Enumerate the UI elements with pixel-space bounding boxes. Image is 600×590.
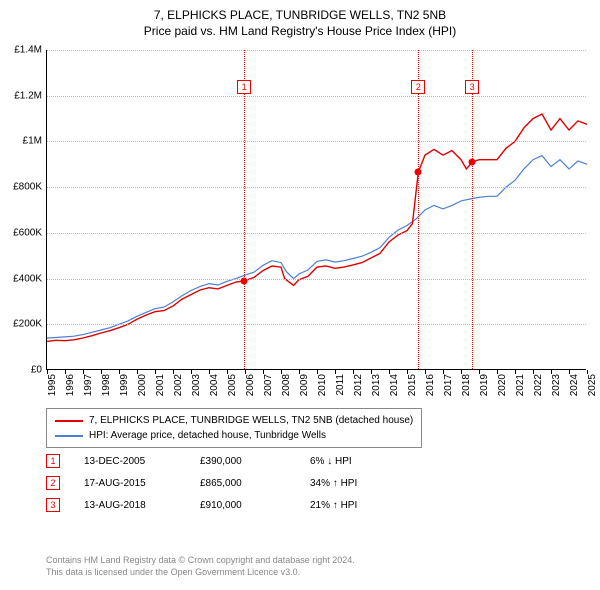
legend-row: 7, ELPHICKS PLACE, TUNBRIDGE WELLS, TN2 … [55, 413, 413, 428]
x-tick [407, 370, 408, 374]
x-tick [209, 370, 210, 374]
x-tick [83, 370, 84, 374]
x-tick [47, 370, 48, 374]
x-tick [569, 370, 570, 374]
series-line [47, 114, 587, 341]
marker-vline [418, 50, 419, 369]
footer-attribution: Contains HM Land Registry data © Crown c… [46, 554, 355, 578]
x-tick [191, 370, 192, 374]
legend-swatch [55, 435, 83, 437]
x-tick [515, 370, 516, 374]
grid-line [47, 141, 586, 142]
y-axis-label: £1M [4, 136, 42, 147]
x-tick [371, 370, 372, 374]
y-axis-label: £400K [4, 273, 42, 284]
x-tick [227, 370, 228, 374]
x-tick [353, 370, 354, 374]
x-tick [497, 370, 498, 374]
marker-dot [469, 159, 476, 166]
legend-box: 7, ELPHICKS PLACE, TUNBRIDGE WELLS, TN2 … [46, 408, 422, 448]
marker-dot [241, 277, 248, 284]
sale-date: 13-AUG-2018 [84, 500, 200, 511]
x-tick [137, 370, 138, 374]
y-axis-label: £800K [4, 182, 42, 193]
x-tick [65, 370, 66, 374]
x-tick [461, 370, 462, 374]
sale-delta: 34% ↑ HPI [310, 478, 410, 489]
marker-number-box: 1 [237, 80, 251, 94]
marker-number-box: 3 [465, 80, 479, 94]
title-block: 7, ELPHICKS PLACE, TUNBRIDGE WELLS, TN2 … [0, 0, 600, 39]
sale-marker-box: 3 [46, 498, 60, 512]
y-axis-label: £0 [4, 365, 42, 376]
x-tick [299, 370, 300, 374]
grid-line [47, 187, 586, 188]
x-tick [425, 370, 426, 374]
x-tick [443, 370, 444, 374]
x-tick [281, 370, 282, 374]
marker-number-box: 2 [411, 80, 425, 94]
series-line [47, 156, 587, 338]
grid-line [47, 96, 586, 97]
chart-plot-area: 1995199619971998199920002001200220032004… [46, 50, 586, 370]
sale-row: 1 13-DEC-2005 £390,000 6% ↓ HPI [46, 450, 410, 472]
sale-marker-box: 1 [46, 454, 60, 468]
x-tick [335, 370, 336, 374]
legend-label: HPI: Average price, detached house, Tunb… [89, 428, 326, 443]
legend-label: 7, ELPHICKS PLACE, TUNBRIDGE WELLS, TN2 … [89, 413, 413, 428]
x-tick [551, 370, 552, 374]
sale-row: 2 17-AUG-2015 £865,000 34% ↑ HPI [46, 472, 410, 494]
title-line-1: 7, ELPHICKS PLACE, TUNBRIDGE WELLS, TN2 … [0, 8, 600, 24]
sale-delta: 6% ↓ HPI [310, 456, 410, 467]
sale-date: 13-DEC-2005 [84, 456, 200, 467]
grid-line [47, 279, 586, 280]
y-axis-label: £200K [4, 319, 42, 330]
sale-delta: 21% ↑ HPI [310, 500, 410, 511]
grid-line [47, 233, 586, 234]
legend-swatch [55, 420, 83, 422]
x-tick [173, 370, 174, 374]
marker-vline [244, 50, 245, 369]
footer-line: Contains HM Land Registry data © Crown c… [46, 554, 355, 566]
y-axis-label: £1.2M [4, 90, 42, 101]
footer-line: This data is licensed under the Open Gov… [46, 566, 355, 578]
y-axis-label: £600K [4, 227, 42, 238]
sale-marker-box: 2 [46, 476, 60, 490]
marker-dot [415, 169, 422, 176]
sales-table: 1 13-DEC-2005 £390,000 6% ↓ HPI 2 17-AUG… [46, 450, 410, 516]
x-tick [479, 370, 480, 374]
x-tick [155, 370, 156, 374]
title-line-2: Price paid vs. HM Land Registry's House … [0, 24, 600, 40]
chart-container: 7, ELPHICKS PLACE, TUNBRIDGE WELLS, TN2 … [0, 0, 600, 590]
x-tick [533, 370, 534, 374]
sale-price: £865,000 [200, 478, 310, 489]
sale-price: £910,000 [200, 500, 310, 511]
x-tick [263, 370, 264, 374]
x-tick [587, 370, 588, 374]
sale-price: £390,000 [200, 456, 310, 467]
x-tick [317, 370, 318, 374]
grid-line [47, 50, 586, 51]
grid-line [47, 324, 586, 325]
y-axis-label: £1.4M [4, 45, 42, 56]
sale-date: 17-AUG-2015 [84, 478, 200, 489]
chart-lines-svg [47, 50, 587, 370]
x-tick [389, 370, 390, 374]
x-tick [119, 370, 120, 374]
marker-vline [472, 50, 473, 369]
x-tick [101, 370, 102, 374]
sale-row: 3 13-AUG-2018 £910,000 21% ↑ HPI [46, 494, 410, 516]
x-tick [245, 370, 246, 374]
legend-row: HPI: Average price, detached house, Tunb… [55, 428, 413, 443]
